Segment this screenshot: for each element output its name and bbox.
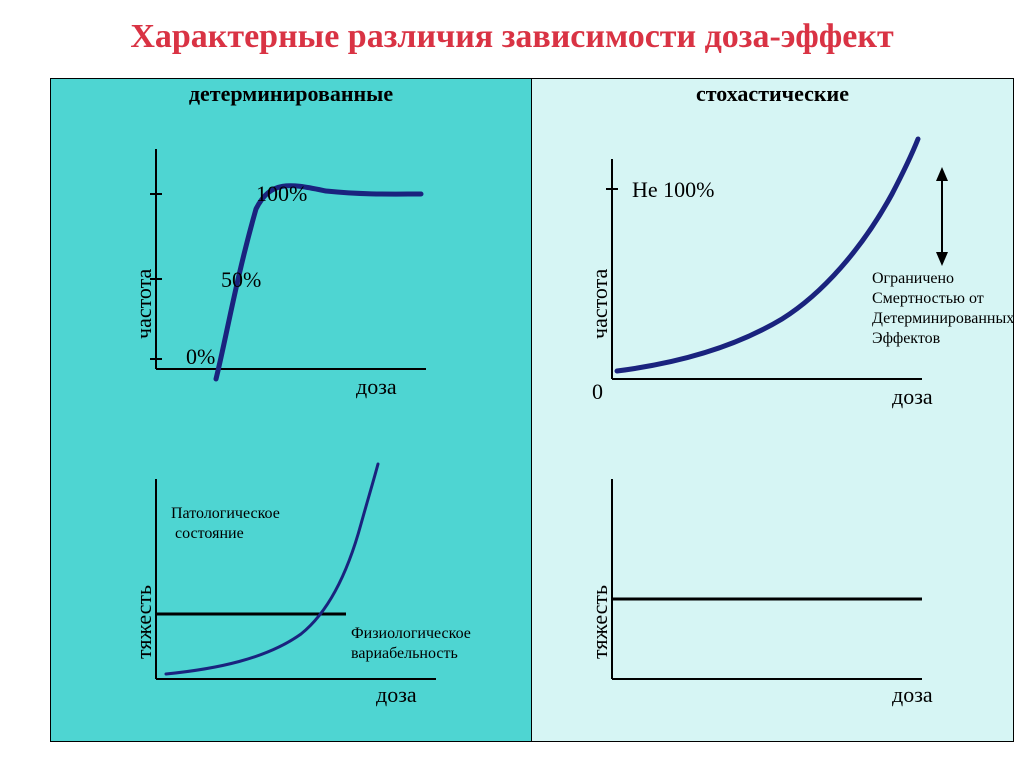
label-limited-mortality: Ограничено Смертностью от Детерминирован… xyxy=(872,269,1014,349)
panel-title-left: детерминированные xyxy=(51,81,531,107)
chart-stochastic-frequency: Не 100% 0 частота доза Ограничено Смертн… xyxy=(572,139,992,409)
ylabel-sev-stoch: тяжесть xyxy=(587,585,613,659)
chart-stochastic-severity: тяжесть доза xyxy=(572,469,972,709)
chart-svg-freq-det xyxy=(126,139,446,399)
panel-title-right: стохастические xyxy=(532,81,1013,107)
ylabel-freq-stoch: частота xyxy=(587,269,613,339)
page-title: Характерные различия зависимости доза-эф… xyxy=(0,18,1024,56)
ylabel-sev-det: тяжесть xyxy=(131,585,157,659)
xlabel-dose-det2: доза xyxy=(376,682,417,708)
xlabel-dose-stoch2: доза xyxy=(892,682,933,708)
tick-0pct: 0% xyxy=(186,344,215,370)
panel-deterministic: детерминированные 0% 50% 100% частота до… xyxy=(51,79,532,741)
chart-svg-sev-stoch xyxy=(572,469,972,709)
xlabel-dose-stoch1: доза xyxy=(892,384,933,410)
panels-container: детерминированные 0% 50% 100% частота до… xyxy=(50,78,1014,742)
xlabel-dose-det1: доза xyxy=(356,374,397,400)
chart-deterministic-severity: тяжесть доза Патологическое состояние Фи… xyxy=(126,469,486,709)
tick-50pct: 50% xyxy=(221,267,261,293)
origin-zero: 0 xyxy=(592,379,603,405)
label-physiological: Физиологическое вариабельность xyxy=(351,624,471,664)
tick-100pct: 100% xyxy=(256,181,307,207)
chart-deterministic-frequency: 0% 50% 100% частота доза xyxy=(126,139,446,399)
label-not-100: Не 100% xyxy=(632,177,714,203)
ylabel-freq-det: частота xyxy=(131,269,157,339)
panel-stochastic: стохастические Не 100% 0 частота доза xyxy=(532,79,1013,741)
label-pathological: Патологическое состояние xyxy=(171,504,280,544)
